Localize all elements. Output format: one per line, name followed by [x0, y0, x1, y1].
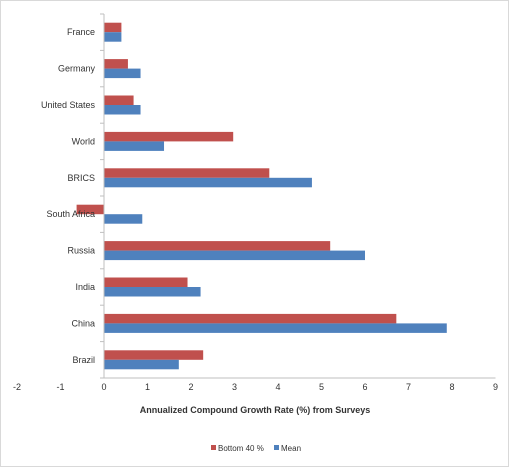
bar-bottom40-brics [104, 168, 270, 178]
bar-bottom40-china [104, 313, 397, 324]
bar-bottom40-united-states [104, 95, 134, 105]
category-label-brics: BRICS [67, 173, 95, 183]
legend-swatch-bottom40 [211, 445, 216, 450]
category-label-russia: Russia [67, 246, 95, 256]
x-tick-label: 4 [275, 382, 280, 392]
x-tick-label: -2 [13, 382, 21, 392]
bar-bottom40-brazil [104, 350, 204, 360]
bar-mean-russia [104, 250, 365, 261]
category-label-france: France [67, 27, 95, 37]
bar-mean-india [104, 287, 201, 297]
x-tick-label: 9 [493, 382, 498, 392]
bar-mean-united-states [104, 105, 141, 115]
category-labels: France Germany United States World BRICS Sout… [41, 27, 96, 365]
legend: Bottom 40 % Mean [211, 444, 301, 453]
bar-bottom40-india [104, 277, 188, 287]
bar-mean-brics [104, 177, 312, 188]
bar-mean-france [104, 32, 122, 42]
legend-label-bottom40: Bottom 40 % [218, 444, 264, 453]
x-tick-label: 5 [319, 382, 324, 392]
bar-bottom40-russia [104, 241, 331, 251]
bar-bottom40-south-africa [76, 204, 104, 215]
category-label-brazil: Brazil [72, 355, 95, 365]
bar-bottom40-france [104, 22, 122, 33]
x-tick-label: 6 [362, 382, 367, 392]
bar-mean-brazil [104, 359, 179, 370]
bar-bottom40-world [104, 131, 234, 142]
legend-label-mean: Mean [281, 444, 301, 453]
x-tick-label: 7 [406, 382, 411, 392]
x-tick-label: 8 [449, 382, 454, 392]
category-label-world: World [72, 136, 95, 146]
bar-mean-world [104, 141, 165, 151]
category-label-china: China [71, 318, 95, 328]
category-label-south-africa: South Africa [46, 209, 95, 219]
bar-mean-germany [104, 68, 141, 79]
bar-mean-china [104, 323, 447, 333]
category-label-germany: Germany [58, 64, 96, 74]
bar-bottom40-germany [104, 59, 128, 69]
x-axis-title: Annualized Compound Growth Rate (%) from… [140, 405, 371, 415]
bar-mean-south-africa [104, 214, 143, 224]
x-tick-label: -1 [56, 382, 64, 392]
x-tick-label: 2 [188, 382, 193, 392]
x-tick-labels: -2 -1 0 1 2 3 4 5 6 7 8 9 [13, 382, 498, 392]
x-tick-label: 3 [232, 382, 237, 392]
x-tick-label: 1 [145, 382, 150, 392]
x-tick-label: 0 [101, 382, 106, 392]
legend-swatch-mean [274, 445, 279, 450]
bars-layer [76, 22, 447, 370]
category-label-india: India [75, 282, 95, 292]
category-label-united-states: United States [41, 100, 96, 110]
